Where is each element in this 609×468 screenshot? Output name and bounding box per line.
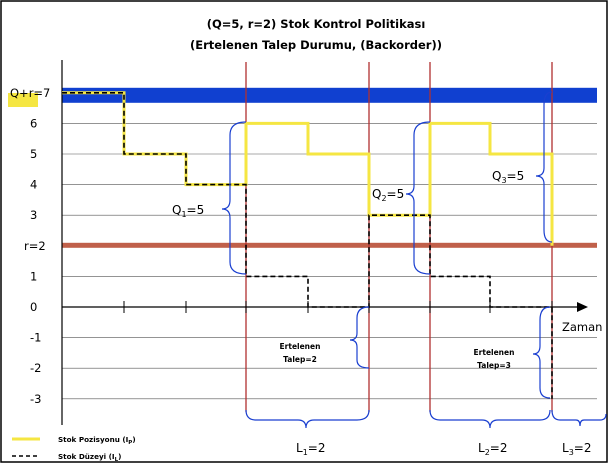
l3-label: L3=2	[562, 441, 591, 457]
title-line-2: (Ertelenen Talep Durumu, (Backorder))	[190, 38, 442, 52]
stock-level-line	[62, 92, 553, 399]
backorder-1-line-1: Ertelenen	[280, 342, 321, 351]
y-tick-labels: Q+r=7 6 5 4 3 r=2 1 0 -1 -2 -3	[10, 86, 50, 406]
max-level-highlight	[8, 93, 38, 107]
braces	[221, 91, 607, 429]
x-axis-label: Zaman	[562, 320, 602, 334]
q3-label: Q3=5	[492, 169, 524, 185]
l3-brace	[551, 409, 607, 427]
l1-label: L1=2	[296, 441, 325, 457]
title-line-1: (Q=5, r=2) Stok Kontrol Politikası	[207, 17, 426, 31]
legend-level-label: Stok Düzeyi (IL)	[58, 452, 121, 463]
y-tick-label: -1	[30, 331, 41, 345]
y-tick-label: 6	[30, 116, 37, 130]
y-tick-label: -2	[30, 361, 41, 375]
y-tick-label: Q+r=7	[10, 86, 50, 100]
backorder-2-brace	[532, 306, 551, 399]
backorder-2-line-2: Talep=3	[477, 361, 511, 370]
y-tick-label: 4	[30, 178, 37, 192]
max-level-band	[62, 87, 597, 103]
l2-brace	[429, 409, 551, 429]
q2-brace	[405, 121, 431, 275]
backorder-1-brace	[349, 306, 370, 369]
q2-label: Q2=5	[372, 187, 404, 203]
y-tick-label: 5	[30, 147, 37, 161]
l2-label: L2=2	[478, 441, 507, 457]
y-tick-label: 1	[30, 269, 37, 283]
q3-brace	[535, 91, 553, 243]
legend: Stok Pozisyonu (IP) Stok Düzeyi (IL)	[12, 435, 136, 463]
y-tick-label: 0	[30, 300, 37, 314]
y-tick-label: -3	[30, 392, 41, 406]
q1-brace	[221, 121, 247, 275]
x-axis-arrow	[577, 302, 588, 312]
backorder-1-line-2: Talep=2	[283, 355, 317, 364]
l1-brace	[245, 409, 370, 429]
q1-label: Q1=5	[172, 203, 204, 219]
y-tick-label: r=2	[24, 239, 46, 253]
legend-position-label: Stok Pozisyonu (IP)	[58, 435, 136, 446]
reorder-point-band	[62, 242, 597, 248]
backorder-2-line-1: Ertelenen	[474, 348, 515, 357]
y-tick-label: 3	[30, 208, 37, 222]
